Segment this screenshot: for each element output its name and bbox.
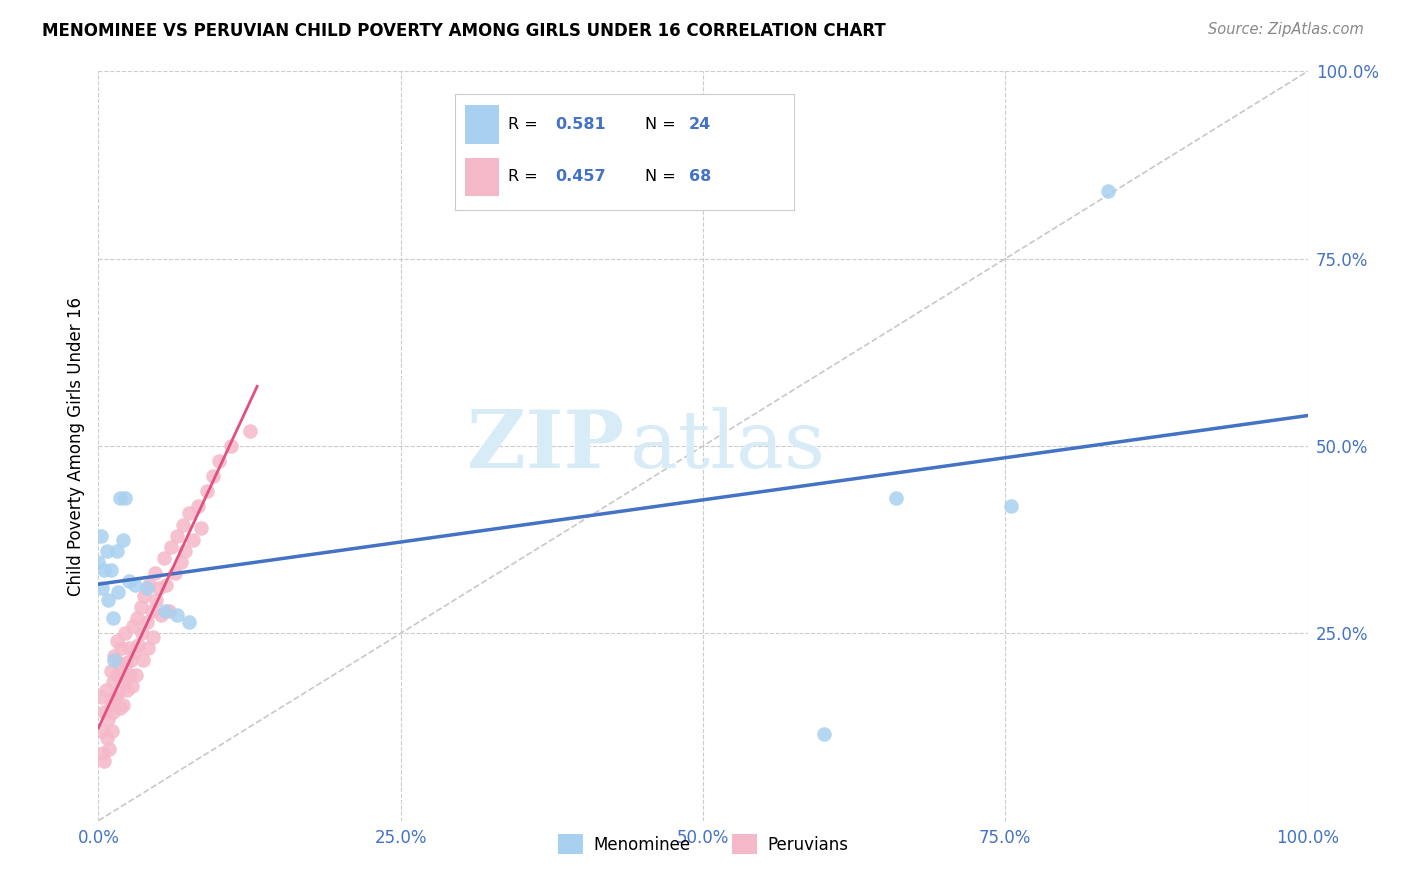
Point (105, 544, 128, 558)
Point (208, 454, 231, 468)
Point (141, 604, 163, 618)
Point (100, 723, 122, 738)
Point (169, 555, 191, 569)
Point (107, 686, 129, 700)
Point (90, 529, 112, 543)
Point (166, 607, 188, 622)
Point (111, 667, 134, 681)
Point (100, 563, 122, 577)
Point (108, 491, 131, 506)
Point (100, 698, 122, 712)
Point (157, 604, 180, 618)
Point (91, 746, 114, 760)
Point (97, 592, 120, 607)
Point (221, 439, 243, 453)
Point (100, 664, 122, 678)
Point (96, 544, 118, 558)
Point (101, 675, 124, 690)
Point (91, 582, 114, 596)
Point (148, 582, 170, 596)
Point (179, 507, 201, 521)
Point (108, 657, 131, 671)
Point (108, 701, 131, 715)
Point (114, 626, 136, 640)
Point (111, 533, 134, 547)
Point (160, 540, 183, 554)
Point (127, 638, 149, 652)
Point (94, 682, 117, 697)
Text: Source: ZipAtlas.com: Source: ZipAtlas.com (1208, 22, 1364, 37)
Point (96, 731, 118, 746)
Point (239, 424, 262, 438)
Point (118, 667, 141, 681)
Text: atlas: atlas (630, 407, 825, 485)
Text: ZIP: ZIP (467, 407, 624, 485)
Point (166, 529, 188, 543)
Point (93, 563, 115, 577)
Point (143, 566, 166, 581)
Point (91, 723, 114, 738)
Point (813, 727, 835, 741)
Point (127, 611, 149, 625)
Point (190, 521, 212, 535)
Point (187, 499, 209, 513)
Point (179, 615, 201, 629)
Point (125, 667, 148, 681)
Point (129, 600, 152, 615)
Y-axis label: Child Poverty Among Girls Under 16: Child Poverty Among Girls Under 16 (66, 296, 84, 596)
Point (112, 675, 135, 690)
Point (145, 592, 167, 607)
Point (103, 652, 125, 666)
Point (115, 657, 138, 671)
Point (174, 544, 197, 558)
Point (195, 483, 218, 498)
Point (105, 633, 128, 648)
Point (124, 577, 146, 591)
Point (93, 705, 115, 719)
Point (172, 517, 194, 532)
Point (135, 582, 157, 596)
Point (121, 679, 143, 693)
Point (103, 648, 125, 663)
Point (101, 705, 124, 719)
Point (93, 754, 115, 768)
Text: MENOMINEE VS PERUVIAN CHILD POVERTY AMONG GIRLS UNDER 16 CORRELATION CHART: MENOMINEE VS PERUVIAN CHILD POVERTY AMON… (42, 22, 886, 40)
Point (111, 698, 134, 712)
Point (118, 641, 141, 656)
Point (181, 533, 204, 547)
Point (155, 577, 177, 591)
Point (97, 713, 120, 727)
Point (90, 690, 112, 704)
Point (136, 641, 159, 656)
Point (101, 611, 124, 625)
Point (1097, 184, 1119, 198)
Point (138, 577, 160, 591)
Point (142, 630, 165, 644)
Point (104, 690, 127, 704)
Point (122, 619, 145, 633)
Point (150, 607, 173, 622)
Point (98, 742, 121, 756)
Point (107, 585, 129, 599)
Point (110, 641, 132, 656)
Point (163, 566, 186, 581)
Point (114, 491, 136, 506)
Point (117, 682, 139, 697)
Point (87, 555, 110, 569)
Point (202, 469, 225, 483)
Point (120, 652, 142, 666)
Point (124, 645, 146, 659)
Point (135, 615, 157, 629)
Point (886, 491, 908, 506)
Point (153, 604, 176, 618)
Point (118, 574, 141, 588)
Point (131, 626, 153, 640)
Point (152, 551, 174, 566)
Point (132, 652, 155, 666)
Point (105, 667, 128, 681)
Point (134, 589, 156, 603)
Legend: Menominee, Peruvians: Menominee, Peruvians (551, 828, 855, 861)
Point (1000, 499, 1022, 513)
